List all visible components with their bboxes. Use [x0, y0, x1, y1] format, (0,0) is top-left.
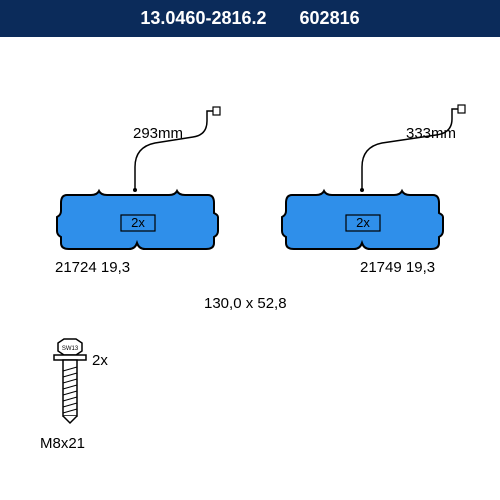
diagram-area: 2x 2x 293mm 333mm 21724 19,3 21749 19,3 … — [0, 37, 500, 497]
left-brake-pad: 2x — [55, 187, 220, 254]
bolt-spec: M8x21 — [40, 435, 85, 452]
left-code: 21724 — [55, 259, 97, 276]
part-number-1: 13.0460-2816.2 — [140, 8, 266, 28]
bolt-hex-text: SW13 — [62, 346, 79, 352]
left-pad-code: 21724 19,3 — [55, 259, 130, 276]
dimensions-label: 130,0 x 52,8 — [204, 295, 287, 312]
right-brake-pad: 2x — [280, 187, 445, 254]
part-number-2: 602816 — [300, 8, 360, 28]
right-thickness: 19,3 — [406, 259, 435, 276]
right-sensor-wire — [280, 107, 480, 197]
left-pad-qty-text: 2x — [131, 215, 145, 230]
right-sensor-length: 333mm — [406, 125, 456, 142]
left-sensor-wire — [55, 107, 220, 197]
left-sensor-length: 293mm — [133, 125, 183, 142]
left-thickness: 19,3 — [101, 259, 130, 276]
bolt-qty: 2x — [92, 352, 108, 369]
right-pad-code: 21749 19,3 — [360, 259, 435, 276]
right-pad-qty-text: 2x — [356, 215, 370, 230]
right-code: 21749 — [360, 259, 402, 276]
bolt-drawing: SW13 — [48, 337, 92, 437]
header-bar: 13.0460-2816.2 602816 — [0, 0, 500, 37]
